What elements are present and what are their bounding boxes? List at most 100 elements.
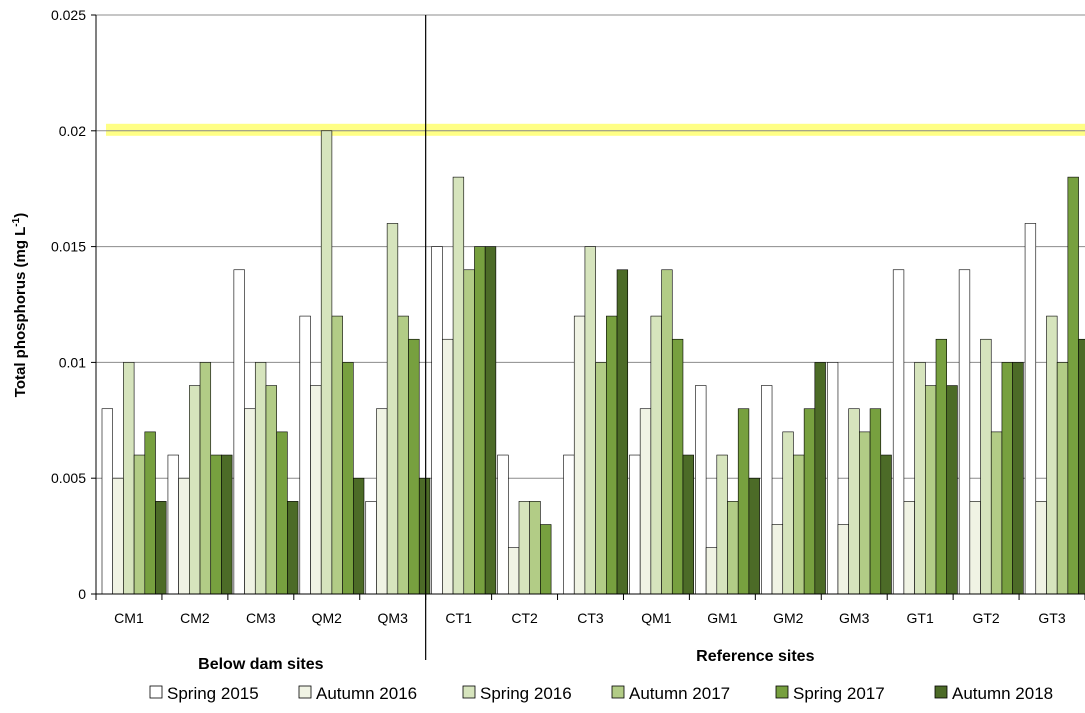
bar-GM2-3 <box>793 454 805 595</box>
bar-GM2-2 <box>782 431 794 595</box>
x-tick-label: CT2 <box>511 610 538 626</box>
legend-label: Autumn 2018 <box>952 684 1053 703</box>
bar-CM2-0 <box>167 454 179 595</box>
bar-CT1-1 <box>442 338 454 595</box>
x-tick-label: GM1 <box>707 610 738 626</box>
bar-GM2-5 <box>814 362 826 595</box>
bar-CM2-4 <box>210 454 222 595</box>
bar-QM1-0 <box>629 454 641 595</box>
bar-GM3-0 <box>826 362 839 595</box>
bar-CM2-2 <box>189 385 201 595</box>
x-tick-labels: CM1 CM2 CM3 QM2 QM3 CT1 CT2 CT3 QM1 GM1 GM2 GM3 GT1 G… <box>114 610 1066 626</box>
bar-CT2-2 <box>518 501 530 595</box>
bar-CM1-2 <box>123 362 135 595</box>
x-tick-label: GT3 <box>1038 610 1065 626</box>
axes <box>91 14 1085 660</box>
group-labels: Below dam sites Reference sites <box>198 648 814 673</box>
legend-label: Autumn 2016 <box>316 684 417 703</box>
bar-QM3-0 <box>365 501 377 595</box>
bar-CM3-2 <box>254 362 267 595</box>
bar-GT3-2 <box>1046 315 1058 595</box>
bar-QM3-4 <box>408 338 420 595</box>
group-label: Reference sites <box>696 648 814 665</box>
bar-CM2-3 <box>199 362 212 595</box>
bar-GM3-4 <box>869 408 882 595</box>
bar-GM3-3 <box>859 431 871 595</box>
x-tick-label: GT1 <box>907 610 934 626</box>
bar-CT1-2 <box>452 176 465 595</box>
bar-GM3-5 <box>880 454 892 595</box>
bar-GT1-4 <box>935 338 947 595</box>
bar-QM3-1 <box>376 408 388 595</box>
legend-label: Spring 2016 <box>480 684 572 703</box>
bar-QM2-0 <box>299 315 311 595</box>
bar-CM3-1 <box>244 408 256 595</box>
x-tick-label: CT3 <box>577 610 604 626</box>
bar-CT1-3 <box>463 269 475 595</box>
bar-CM1-4 <box>144 431 156 595</box>
bar-QM1-5 <box>682 454 694 595</box>
legend-swatch <box>462 685 476 699</box>
bar-CM1-0 <box>101 408 113 595</box>
bar-GM1-1 <box>705 547 718 595</box>
bar-GM1-4 <box>737 408 750 595</box>
y-tick-label: 0.01 <box>59 354 86 370</box>
x-tick-label: GM3 <box>839 610 870 626</box>
bar-GT2-2 <box>980 338 992 595</box>
x-tick-label: CM2 <box>180 610 210 626</box>
bar-CT2-3 <box>529 501 541 595</box>
y-axis-label: Total phosphorus (mg L-1) <box>11 213 29 397</box>
bar-QM1-3 <box>661 269 673 595</box>
bar-CM1-5 <box>155 501 167 595</box>
y-tick-label: 0.015 <box>51 239 86 255</box>
bar-CM3-5 <box>287 501 299 595</box>
bar-GM1-0 <box>695 385 707 595</box>
bar-QM2-5 <box>352 477 365 595</box>
legend-swatch <box>298 685 312 699</box>
y-tick-labels: 0 0.005 0.01 0.015 0.02 0.025 <box>51 7 86 602</box>
x-tick-label: CT1 <box>445 610 472 626</box>
bar-CT2-4 <box>540 524 552 595</box>
bar-CT3-2 <box>584 246 596 595</box>
x-tick-label: QM3 <box>378 610 409 626</box>
bar-CT2-1 <box>507 547 520 595</box>
bar-GM2-1 <box>771 524 784 595</box>
bar-CT1-0 <box>431 246 443 595</box>
bar-GT1-2 <box>914 362 926 595</box>
legend-swatch <box>149 685 163 699</box>
legend-swatch <box>775 685 789 699</box>
bar-GM3-2 <box>848 408 860 595</box>
bar-GM1-5 <box>748 477 760 595</box>
bar-GT2-1 <box>969 501 981 595</box>
y-tick-label: 0.02 <box>59 123 86 139</box>
y-tick-label: 0.005 <box>51 470 86 486</box>
bar-CM2-5 <box>221 454 233 595</box>
bar-GM3-1 <box>837 524 849 595</box>
bar-GT1-0 <box>892 269 905 595</box>
x-tick-label: QM1 <box>641 610 672 626</box>
bar-CT1-5 <box>484 246 497 595</box>
bar-GT1-1 <box>903 501 915 595</box>
bar-GT1-3 <box>924 385 937 595</box>
bar-GM1-3 <box>727 501 739 595</box>
bar-CT3-4 <box>606 315 618 595</box>
bar-GT3-1 <box>1035 501 1047 595</box>
bar-CM3-0 <box>233 269 245 595</box>
bar-QM2-4 <box>342 362 354 595</box>
x-tick-label: CM1 <box>114 610 144 626</box>
bar-CT3-5 <box>616 269 629 595</box>
bar-QM1-4 <box>671 338 684 595</box>
bar-QM3-5 <box>418 477 431 595</box>
x-tick-label: CM3 <box>246 610 276 626</box>
bar-CT1-4 <box>474 246 486 595</box>
bar-GT2-4 <box>1001 362 1013 595</box>
guideline-band <box>106 123 1085 136</box>
y-tick-label: 0.025 <box>51 7 86 23</box>
bar-GT3-3 <box>1056 362 1069 595</box>
bar-CT3-0 <box>563 454 575 595</box>
bar-QM2-3 <box>331 315 343 595</box>
bar-CM1-1 <box>112 477 124 595</box>
group-label: Below dam sites <box>198 656 323 673</box>
bar-CM2-1 <box>178 477 190 595</box>
